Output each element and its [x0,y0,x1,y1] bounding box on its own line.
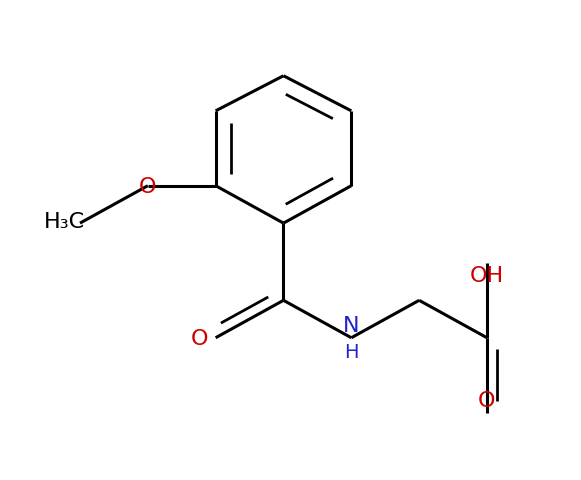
Text: H₃C: H₃C [44,211,85,231]
Text: O: O [191,328,209,348]
Text: OH: OH [470,265,504,286]
Text: H: H [344,343,358,361]
Text: O: O [139,176,156,196]
Text: O: O [478,390,496,410]
Text: N: N [343,316,360,336]
